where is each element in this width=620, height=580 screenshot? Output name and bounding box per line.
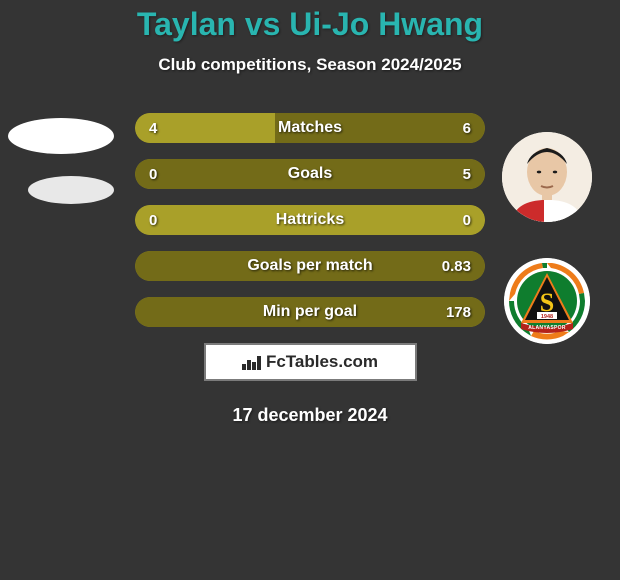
stat-label: Matches bbox=[135, 113, 485, 143]
stat-value-right: 0.83 bbox=[442, 251, 471, 281]
stat-label: Goals bbox=[135, 159, 485, 189]
bar-chart-icon bbox=[242, 354, 262, 370]
stat-value-right: 0 bbox=[463, 205, 471, 235]
stat-value-left: 0 bbox=[149, 205, 157, 235]
stat-bar: Goals per match0.83 bbox=[135, 251, 485, 281]
fctables-logo: FcTables.com bbox=[204, 343, 417, 381]
stat-bar: Goals0 5 bbox=[135, 159, 485, 189]
stat-value-left: 4 bbox=[149, 113, 157, 143]
stat-bar: Hattricks0 0 bbox=[135, 205, 485, 235]
stat-bar: Min per goal178 bbox=[135, 297, 485, 327]
stat-label: Min per goal bbox=[135, 297, 485, 327]
stat-label: Goals per match bbox=[135, 251, 485, 281]
stat-value-right: 6 bbox=[463, 113, 471, 143]
comparison-bars: Matches46Goals05Hattricks00Goals per mat… bbox=[135, 113, 485, 327]
stat-value-left: 0 bbox=[149, 159, 157, 189]
stat-label: Hattricks bbox=[135, 205, 485, 235]
comparison-title: Taylan vs Ui-Jo Hwang bbox=[0, 0, 620, 43]
stat-value-right: 5 bbox=[463, 159, 471, 189]
snapshot-date: 17 december 2024 bbox=[0, 405, 620, 426]
comparison-subtitle: Club competitions, Season 2024/2025 bbox=[0, 55, 620, 75]
stat-value-right: 178 bbox=[446, 297, 471, 327]
logo-text: FcTables.com bbox=[266, 352, 378, 372]
stat-bar: Matches4 6 bbox=[135, 113, 485, 143]
